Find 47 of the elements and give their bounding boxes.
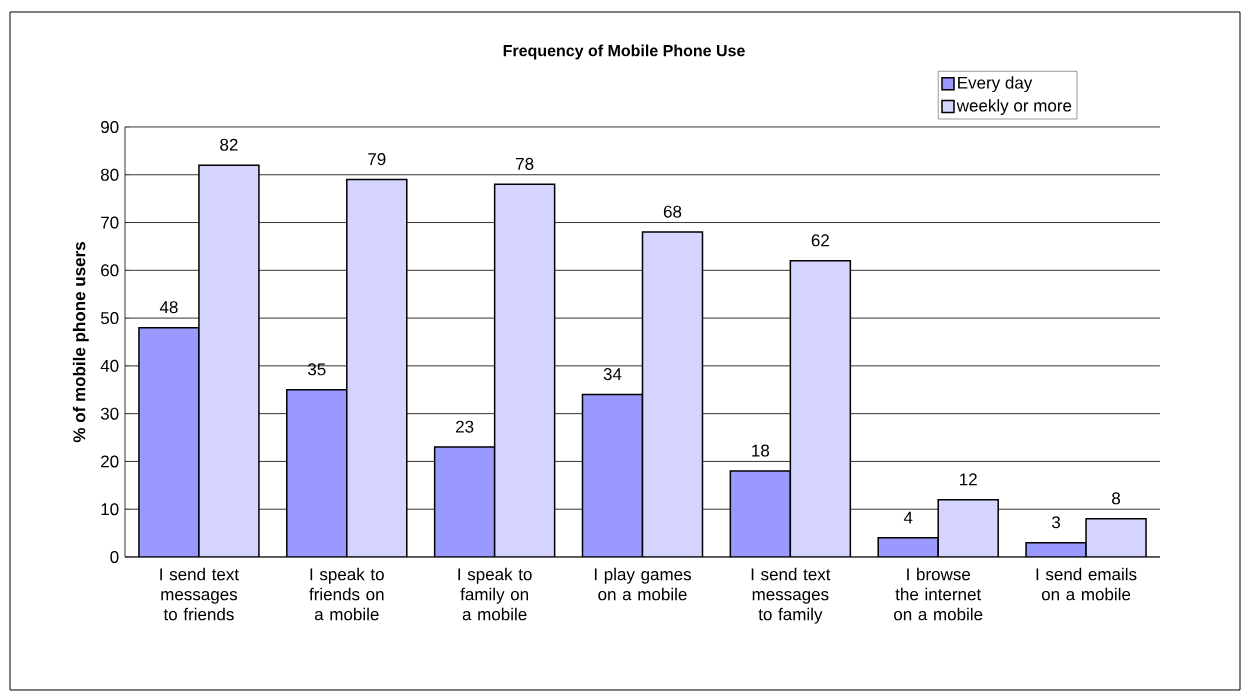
x-tick-label: I send text messages to friends	[160, 567, 239, 621]
x-tick-label: I speak to family on a mobile	[458, 567, 532, 621]
bar	[790, 260, 851, 557]
x-tick-label: I browse the internet on a mobile	[894, 567, 983, 621]
legend-label: weekly or more	[956, 99, 1072, 115]
bar	[938, 499, 999, 557]
data-label: 34	[603, 368, 622, 381]
y-tick-label: 90	[101, 120, 119, 134]
data-label: 8	[1112, 492, 1121, 505]
x-tick-label: I speak to friends on a mobile	[309, 567, 384, 621]
data-label: 35	[307, 363, 326, 376]
y-tick-label: 60	[101, 264, 119, 277]
y-tick-label: 20	[101, 455, 119, 468]
y-axis-title: % of mobile phone users	[72, 242, 89, 443]
bar	[346, 179, 407, 557]
data-label: 79	[368, 153, 386, 166]
x-tick-label: I send text messages to family	[751, 567, 831, 624]
y-tick-label: 0	[110, 550, 119, 564]
bar	[434, 447, 495, 557]
data-label: 23	[456, 420, 474, 433]
bar	[198, 165, 259, 557]
data-label: 18	[752, 444, 770, 457]
data-label: 78	[516, 157, 534, 170]
y-tick-label: 40	[100, 359, 119, 372]
x-tick-label: I play games on a mobile	[594, 567, 691, 601]
legend-label: Every day	[958, 76, 1033, 93]
data-label: 48	[159, 301, 178, 314]
data-label: 68	[663, 205, 682, 218]
bar	[1085, 518, 1147, 557]
chart-title: Frequency of Mobile Phone Use	[503, 44, 745, 60]
x-tick-label: I send emails on a mobile	[1036, 567, 1137, 601]
data-label: 4	[903, 511, 913, 524]
y-tick-label: 30	[100, 407, 119, 420]
data-label: 3	[1051, 516, 1061, 529]
bar	[286, 389, 347, 557]
bar	[582, 394, 643, 557]
y-tick-label: 10	[101, 503, 119, 516]
bar	[138, 327, 199, 557]
bar	[730, 470, 791, 557]
data-label: 62	[811, 234, 829, 247]
data-label: 12	[960, 473, 977, 486]
y-tick-label: 70	[101, 216, 119, 229]
bar	[494, 184, 555, 557]
bar	[642, 232, 703, 557]
y-tick-label: 50	[100, 312, 119, 325]
data-label: 82	[220, 138, 238, 151]
y-tick-label: 80	[100, 168, 119, 181]
